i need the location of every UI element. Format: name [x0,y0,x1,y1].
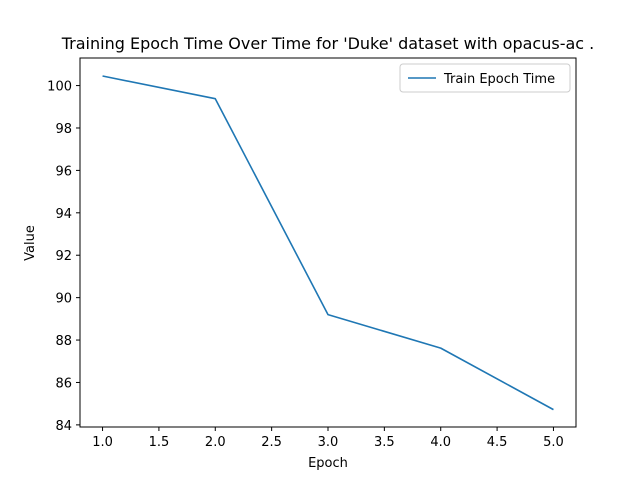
y-tick-label: 88 [55,334,72,349]
x-axis-label: Epoch [308,456,348,471]
legend-box [399,63,571,93]
y-tick-label: 94 [55,207,72,222]
x-tick-label: 1.5 [149,435,170,450]
plot-frame [79,57,577,428]
y-axis-label: Value [23,225,38,261]
y-tick-label: 84 [55,419,72,434]
x-tick-label: 3.5 [374,435,395,450]
x-tick-label: 4.5 [487,435,508,450]
y-tick-label: 96 [55,164,72,179]
legend-label: Train Epoch Time [443,72,555,87]
y-tick-label: 98 [55,122,72,137]
x-tick-label: 2.5 [261,435,282,450]
x-tick-label: 4.0 [430,435,451,450]
chart-title: Training Epoch Time Over Time for 'Duke'… [61,34,595,53]
series-line [102,75,554,411]
y-tick-label: 100 [47,80,72,95]
y-tick-label: 90 [55,292,72,307]
x-tick-label: 2.0 [205,435,226,450]
y-tick-label: 92 [55,249,72,264]
x-tick-label: 1.0 [92,435,113,450]
x-tick-label: 3.0 [318,435,339,450]
y-tick-label: 86 [55,376,72,391]
x-tick-label: 5.0 [543,435,564,450]
